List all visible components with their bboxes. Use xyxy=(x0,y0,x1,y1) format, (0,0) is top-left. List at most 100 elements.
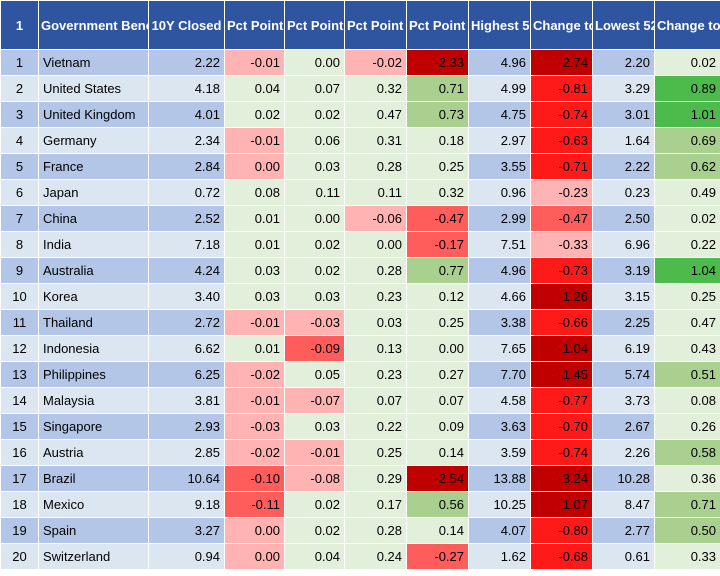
change-h52w: -0.81 xyxy=(530,75,593,102)
row-index: 20 xyxy=(0,543,39,570)
header-low52w: Lowest 52W xyxy=(592,0,655,50)
change-l52w: 0.25 xyxy=(654,283,720,310)
lowest-52w: 3.01 xyxy=(592,101,655,128)
row-index: 4 xyxy=(0,127,39,154)
lowest-52w: 2.20 xyxy=(592,49,655,76)
pct-yy: 0.12 xyxy=(406,283,469,310)
change-l52w: 0.47 xyxy=(654,309,720,336)
header-high52w: Highest 52W xyxy=(468,0,531,50)
pct-ww: 0.03 xyxy=(284,153,345,180)
closed-10y: 3.40 xyxy=(148,283,225,310)
pct-dd: -0.02 xyxy=(224,439,285,466)
pct-ytd: 0.23 xyxy=(344,361,407,388)
pct-ww: 0.02 xyxy=(284,101,345,128)
row-index: 15 xyxy=(0,413,39,440)
highest-52w: 7.65 xyxy=(468,335,531,362)
change-h52w: -1.04 xyxy=(530,335,593,362)
lowest-52w: 8.47 xyxy=(592,491,655,518)
pct-ytd: 0.31 xyxy=(344,127,407,154)
country-name: Brazil xyxy=(38,465,149,492)
pct-ytd: 0.13 xyxy=(344,335,407,362)
header-index: 1 xyxy=(0,0,39,50)
pct-yy: -0.17 xyxy=(406,231,469,258)
table-row: 20 Switzerland 0.94 0.00 0.04 0.24 -0.27 1.62 -0… xyxy=(0,543,720,570)
country-name: Spain xyxy=(38,517,149,544)
table-row: 7 China 2.52 0.01 0.00 -0.06 -0.47 2.99 -0.47 2.5… xyxy=(0,205,720,232)
country-name: Mexico xyxy=(38,491,149,518)
pct-ytd: 0.22 xyxy=(344,413,407,440)
lowest-52w: 2.25 xyxy=(592,309,655,336)
highest-52w: 4.99 xyxy=(468,75,531,102)
pct-yy: 0.18 xyxy=(406,127,469,154)
pct-yy: 0.14 xyxy=(406,517,469,544)
lowest-52w: 2.67 xyxy=(592,413,655,440)
change-l52w: 0.49 xyxy=(654,179,720,206)
country-name: Philippines xyxy=(38,361,149,388)
row-index: 1 xyxy=(0,49,39,76)
table-row: 18 Mexico 9.18 -0.11 0.02 0.17 0.56 10.25 -1.07 8… xyxy=(0,491,720,518)
table-row: 19 Spain 3.27 0.00 0.02 0.28 0.14 4.07 -0.80 2.77… xyxy=(0,517,720,544)
lowest-52w: 10.28 xyxy=(592,465,655,492)
pct-yy: 0.73 xyxy=(406,101,469,128)
highest-52w: 4.75 xyxy=(468,101,531,128)
highest-52w: 3.55 xyxy=(468,153,531,180)
pct-yy: 0.77 xyxy=(406,257,469,284)
change-h52w: -0.74 xyxy=(530,439,593,466)
pct-ytd: 0.24 xyxy=(344,543,407,570)
change-l52w: 1.01 xyxy=(654,101,720,128)
country-name: Singapore xyxy=(38,413,149,440)
table-row: 3 United Kingdom 4.01 0.02 0.02 0.47 0.73 4.75-… xyxy=(0,101,720,128)
row-index: 8 xyxy=(0,231,39,258)
pct-dd: 0.00 xyxy=(224,517,285,544)
change-l52w: 0.02 xyxy=(654,49,720,76)
country-name: Indonesia xyxy=(38,335,149,362)
closed-10y: 7.18 xyxy=(148,231,225,258)
highest-52w: 7.70 xyxy=(468,361,531,388)
country-name: France xyxy=(38,153,149,180)
pct-ww: 0.04 xyxy=(284,543,345,570)
lowest-52w: 2.77 xyxy=(592,517,655,544)
change-l52w: 0.69 xyxy=(654,127,720,154)
lowest-52w: 5.74 xyxy=(592,361,655,388)
lowest-52w: 3.73 xyxy=(592,387,655,414)
row-index: 12 xyxy=(0,335,39,362)
row-index: 18 xyxy=(0,491,39,518)
highest-52w: 7.51 xyxy=(468,231,531,258)
pct-yy: 0.56 xyxy=(406,491,469,518)
change-l52w: 0.71 xyxy=(654,491,720,518)
highest-52w: 3.38 xyxy=(468,309,531,336)
change-h52w: -0.47 xyxy=(530,205,593,232)
row-index: 3 xyxy=(0,101,39,128)
country-name: China xyxy=(38,205,149,232)
pct-dd: -0.01 xyxy=(224,309,285,336)
country-name: United Kingdom xyxy=(38,101,149,128)
pct-ytd: 0.17 xyxy=(344,491,407,518)
pct-ytd: 0.47 xyxy=(344,101,407,128)
pct-yy: 0.25 xyxy=(406,153,469,180)
closed-10y: 2.85 xyxy=(148,439,225,466)
table-row: 16 Austria 2.85 -0.02 -0.01 0.25 0.14 3.59 -0.74… xyxy=(0,439,720,466)
highest-52w: 1.62 xyxy=(468,543,531,570)
highest-52w: 4.66 xyxy=(468,283,531,310)
change-h52w: -0.33 xyxy=(530,231,593,258)
table-row: 14 Malaysia 3.81 -0.01 -0.07 0.07 0.07 4.58 -0.7… xyxy=(0,387,720,414)
table-row: 4 Germany 2.34 -0.01 0.06 0.31 0.18 2.97 -0.63 1.… xyxy=(0,127,720,154)
pct-dd: 0.02 xyxy=(224,101,285,128)
pct-dd: -0.01 xyxy=(224,49,285,76)
table-row: 17 Brazil 10.64 -0.10 -0.08 0.29 -2.54 13.88 -3.… xyxy=(0,465,720,492)
table-row: 12 Indonesia 6.62 0.01 -0.09 0.13 0.00 7.65 -1.0… xyxy=(0,335,720,362)
pct-ww: 0.02 xyxy=(284,517,345,544)
closed-10y: 6.62 xyxy=(148,335,225,362)
pct-ytd: 0.28 xyxy=(344,153,407,180)
header-change-l52w: Change to L52W xyxy=(654,0,720,50)
pct-dd: 0.00 xyxy=(224,153,285,180)
pct-dd: 0.03 xyxy=(224,283,285,310)
lowest-52w: 3.15 xyxy=(592,283,655,310)
row-index: 13 xyxy=(0,361,39,388)
country-name: Australia xyxy=(38,257,149,284)
change-h52w: -0.70 xyxy=(530,413,593,440)
closed-10y: 10.64 xyxy=(148,465,225,492)
pct-ww: -0.08 xyxy=(284,465,345,492)
header-yy: Pct Point Y/Y xyxy=(406,0,469,50)
row-index: 2 xyxy=(0,75,39,102)
